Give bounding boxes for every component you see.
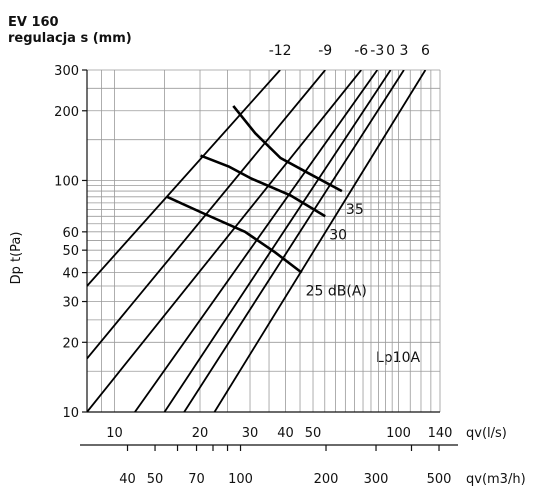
setting-label--9: -9 [318,43,332,59]
setting-line--3 [134,70,379,412]
y-tick-label: 40 [62,267,79,282]
x-tick-label: 40 [277,426,294,441]
noise-curve-25dBA [166,195,303,274]
noise-label-25dBA: 25 dB(A) [306,284,367,300]
chart-setting-label: regulacja s (mm) [8,31,132,46]
x2-tick-label: 200 [314,472,339,487]
setting-line--6 [87,70,362,412]
setting-label-3: 3 [399,43,408,59]
y-tick-label: 200 [54,105,79,120]
x2-axis-label: qv(m3/h) [466,472,526,487]
setting-label--3: -3 [370,43,384,59]
noise-label-35: 35 [346,202,364,218]
y-tick-label: 50 [62,244,79,259]
setting-label--6: -6 [354,43,368,59]
chart-model-label: EV 160 [8,15,59,30]
y-axis-label: Dp t(Pa) [9,232,24,285]
y-tick-label: 100 [54,174,79,189]
noise-curve-35 [232,105,343,193]
x2-tick-label: 50 [147,472,164,487]
y-tick-label: 60 [62,226,79,241]
setting-line-3 [183,70,405,412]
y-tick-label: 300 [54,64,79,79]
x2-tick-label: 100 [228,472,253,487]
noise-label-30: 30 [329,227,347,243]
x-axis-label: qv(l/s) [466,426,507,441]
x-tick-label: 10 [106,426,123,441]
x2-tick-label: 300 [364,472,389,487]
setting-line--12 [87,70,281,287]
setting-label-6: 6 [421,43,430,59]
noise-curve-30 [200,154,326,218]
x-tick-label: 20 [192,426,209,441]
x2-tick-label: 70 [188,472,205,487]
x-tick-label: 30 [242,426,259,441]
x2-tick-label: 40 [119,472,136,487]
x-tick-label: 140 [428,426,453,441]
y-tick-label: 20 [62,336,79,351]
y-tick-label: 10 [62,406,79,421]
setting-line-0 [163,70,392,412]
setting-label-0: 0 [386,43,395,59]
setting-line-6 [213,70,427,412]
x-tick-label: 100 [386,426,411,441]
y-tick-label: 30 [62,296,79,311]
setting-label--12: -12 [269,43,292,59]
x2-tick-label: 500 [427,472,452,487]
x-tick-label: 50 [305,426,322,441]
